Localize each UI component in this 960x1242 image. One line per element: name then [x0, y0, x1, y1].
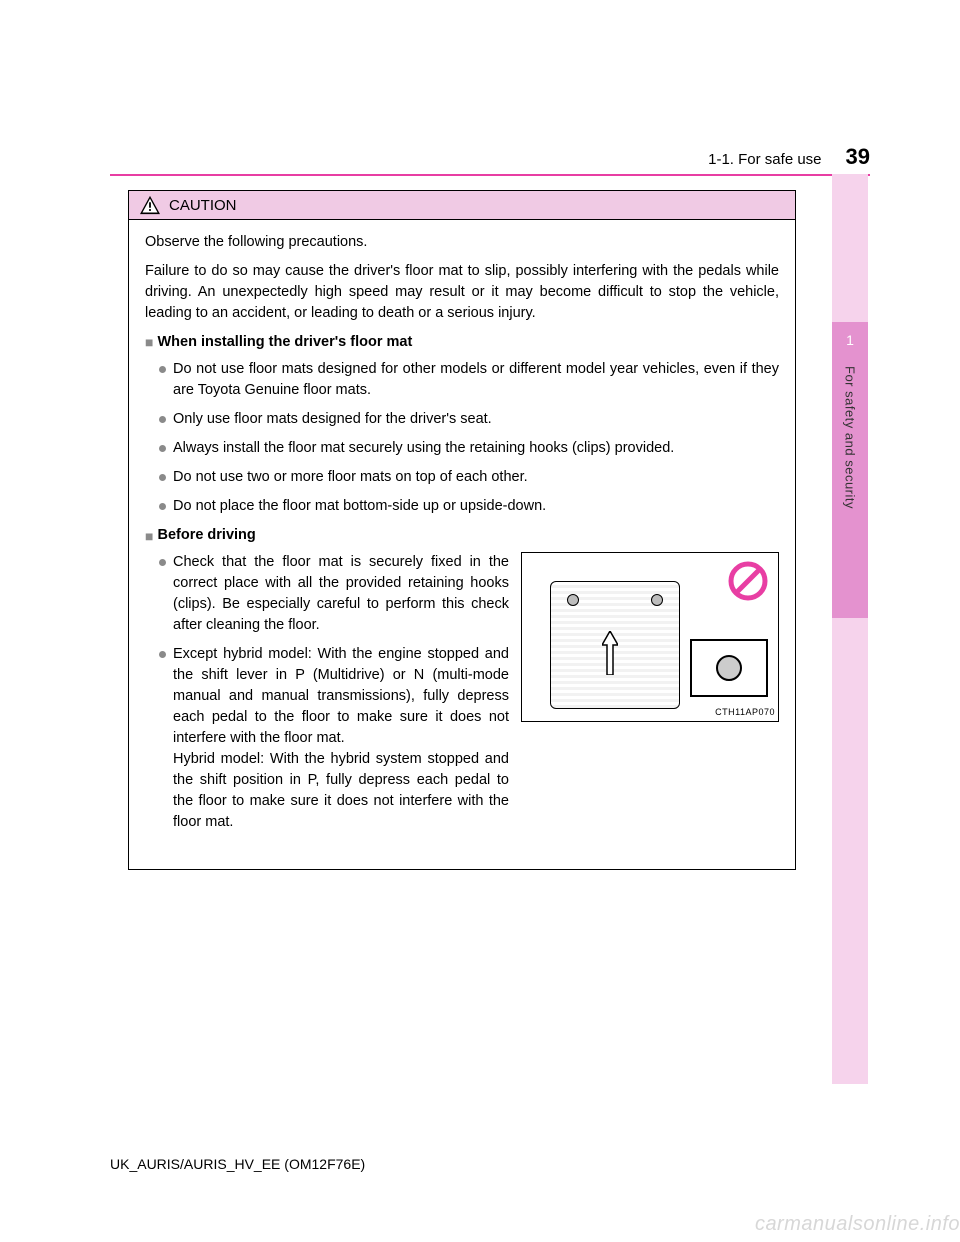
before-driving-row: Check that the floor mat is securely fix…: [145, 552, 779, 841]
caution-intro-2: Failure to do so may cause the driver's …: [145, 261, 779, 324]
install-bullet-list: Do not use floor mats designed for other…: [145, 359, 779, 517]
subheading-install: ■ When installing the driver's floor mat: [145, 332, 779, 353]
side-tab-active: 1 For safety and security: [832, 322, 868, 618]
caution-box: CAUTION Observe the following precaution…: [128, 190, 796, 870]
subheading-install-text: When installing the driver's floor mat: [157, 332, 412, 353]
hook-icon: [567, 594, 579, 606]
document-code: UK_AURIS/AURIS_HV_EE (OM12F76E): [110, 1156, 365, 1172]
list-item: Do not use two or more floor mats on top…: [159, 467, 779, 488]
page-header: 1-1. For safe use 39: [110, 144, 870, 170]
list-item: Except hybrid model: With the engine sto…: [159, 644, 509, 833]
square-bullet-icon: ■: [145, 332, 153, 352]
floor-mat-figure: CTH11AP070: [521, 552, 779, 722]
before-driving-bullet-list: Check that the floor mat is securely fix…: [145, 552, 509, 833]
hook-icon: [651, 594, 663, 606]
list-item: Always install the floor mat securely us…: [159, 438, 779, 459]
section-title: 1-1. For safe use: [708, 151, 821, 168]
list-item: Check that the floor mat is securely fix…: [159, 552, 509, 636]
subheading-before-driving-text: Before driving: [157, 525, 255, 546]
hook-detail-icon: [716, 655, 742, 681]
warning-icon: [139, 195, 161, 215]
before-driving-text: Check that the floor mat is securely fix…: [145, 552, 509, 841]
page-number: 39: [846, 144, 870, 170]
arrow-up-icon: [602, 631, 618, 675]
header-rule: [110, 174, 870, 176]
figure-code: CTH11AP070: [715, 706, 775, 719]
caution-header: CAUTION: [129, 191, 795, 220]
caution-title: CAUTION: [169, 197, 237, 214]
square-bullet-icon: ■: [145, 526, 153, 546]
list-item: Do not place the floor mat bottom-side u…: [159, 496, 779, 517]
side-tab-background: [832, 174, 868, 1084]
chapter-label: For safety and security: [843, 366, 858, 509]
caution-body: Observe the following precautions. Failu…: [129, 220, 795, 869]
caution-intro-1: Observe the following precautions.: [145, 232, 779, 253]
list-item: Only use floor mats designed for the dri…: [159, 409, 779, 430]
manual-page: 1-1. For safe use 39 1 For safety and se…: [0, 0, 960, 1242]
chapter-number: 1: [846, 332, 854, 348]
figure-box: CTH11AP070: [521, 552, 779, 722]
figure-inset: [690, 639, 768, 697]
subheading-before-driving: ■ Before driving: [145, 525, 779, 546]
prohibit-icon: [728, 561, 768, 601]
watermark: carmanualsonline.info: [755, 1213, 960, 1236]
list-item: Do not use floor mats designed for other…: [159, 359, 779, 401]
